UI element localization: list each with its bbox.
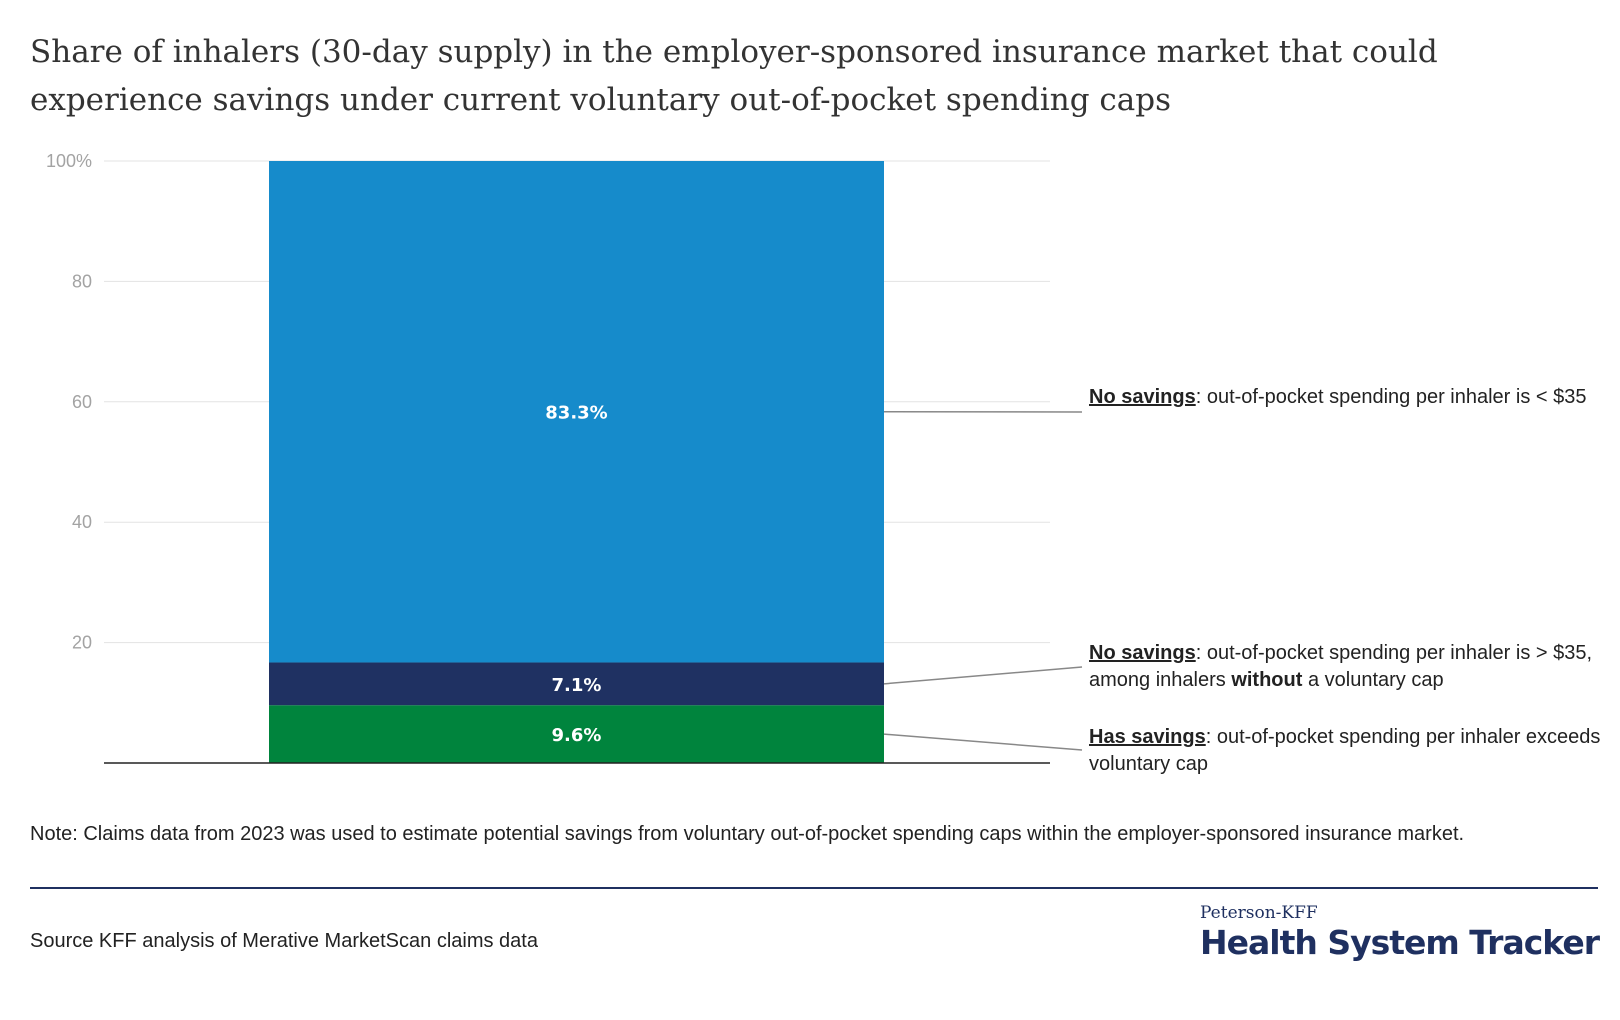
annotation-connectors: [883, 410, 1083, 751]
logo-title: Health System Tracker: [1200, 923, 1600, 962]
annotation-connector: [883, 733, 1083, 751]
bar-segment: [269, 662, 884, 706]
annotation-lead: No savings: [1089, 642, 1196, 664]
y-axis-ticks: 20 40 60 80 100%: [46, 151, 92, 653]
source-text: Source KFF analysis of Merative MarketSc…: [30, 930, 538, 952]
bar-segment: [269, 161, 884, 663]
data-label: 83.3%: [545, 403, 607, 424]
y-tick-label: 40: [72, 512, 92, 532]
y-tick-label: 20: [72, 633, 92, 653]
annotation-no-savings-over-35: No savings: out-of-pocket spending per i…: [1089, 640, 1609, 694]
data-label: 7.1%: [552, 675, 602, 696]
chart-note: Note: Claims data from 2023 was used to …: [30, 823, 1465, 845]
y-tick-label: 100%: [46, 151, 92, 171]
bar-stack: [269, 161, 884, 763]
chart-area: 20 40 60 80 100% 9.6% 7.1% 83.3%: [46, 151, 1083, 764]
logo-subtitle: Peterson-KFF: [1200, 903, 1318, 923]
annotation-emphasis: without: [1231, 669, 1303, 691]
footer-divider: [30, 887, 1598, 889]
annotation-lead: No savings: [1089, 386, 1196, 408]
annotation-no-savings-under-35: No savings: out-of-pocket spending per i…: [1089, 384, 1609, 411]
annotation-lead: Has savings: [1089, 726, 1206, 748]
y-tick-label: 80: [72, 271, 92, 291]
chart-title: Share of inhalers (30-day supply) in the…: [30, 34, 1438, 118]
annotation-text: : out-of-pocket spending per inhaler is …: [1089, 642, 1593, 691]
y-tick-label: 60: [72, 392, 92, 412]
annotation-text: : out-of-pocket spending per inhaler is …: [1195, 386, 1587, 408]
annotation-text-end: a voluntary cap: [1302, 669, 1444, 691]
data-labels: 9.6% 7.1% 83.3%: [545, 403, 607, 746]
annotation-connector: [883, 666, 1083, 685]
annotation-has-savings: Has savings: out-of-pocket spending per …: [1089, 724, 1609, 778]
bar-segment: [269, 705, 884, 763]
data-label: 9.6%: [552, 725, 602, 746]
annotation-text: : out-of-pocket spending per inhaler exc…: [1089, 726, 1601, 775]
